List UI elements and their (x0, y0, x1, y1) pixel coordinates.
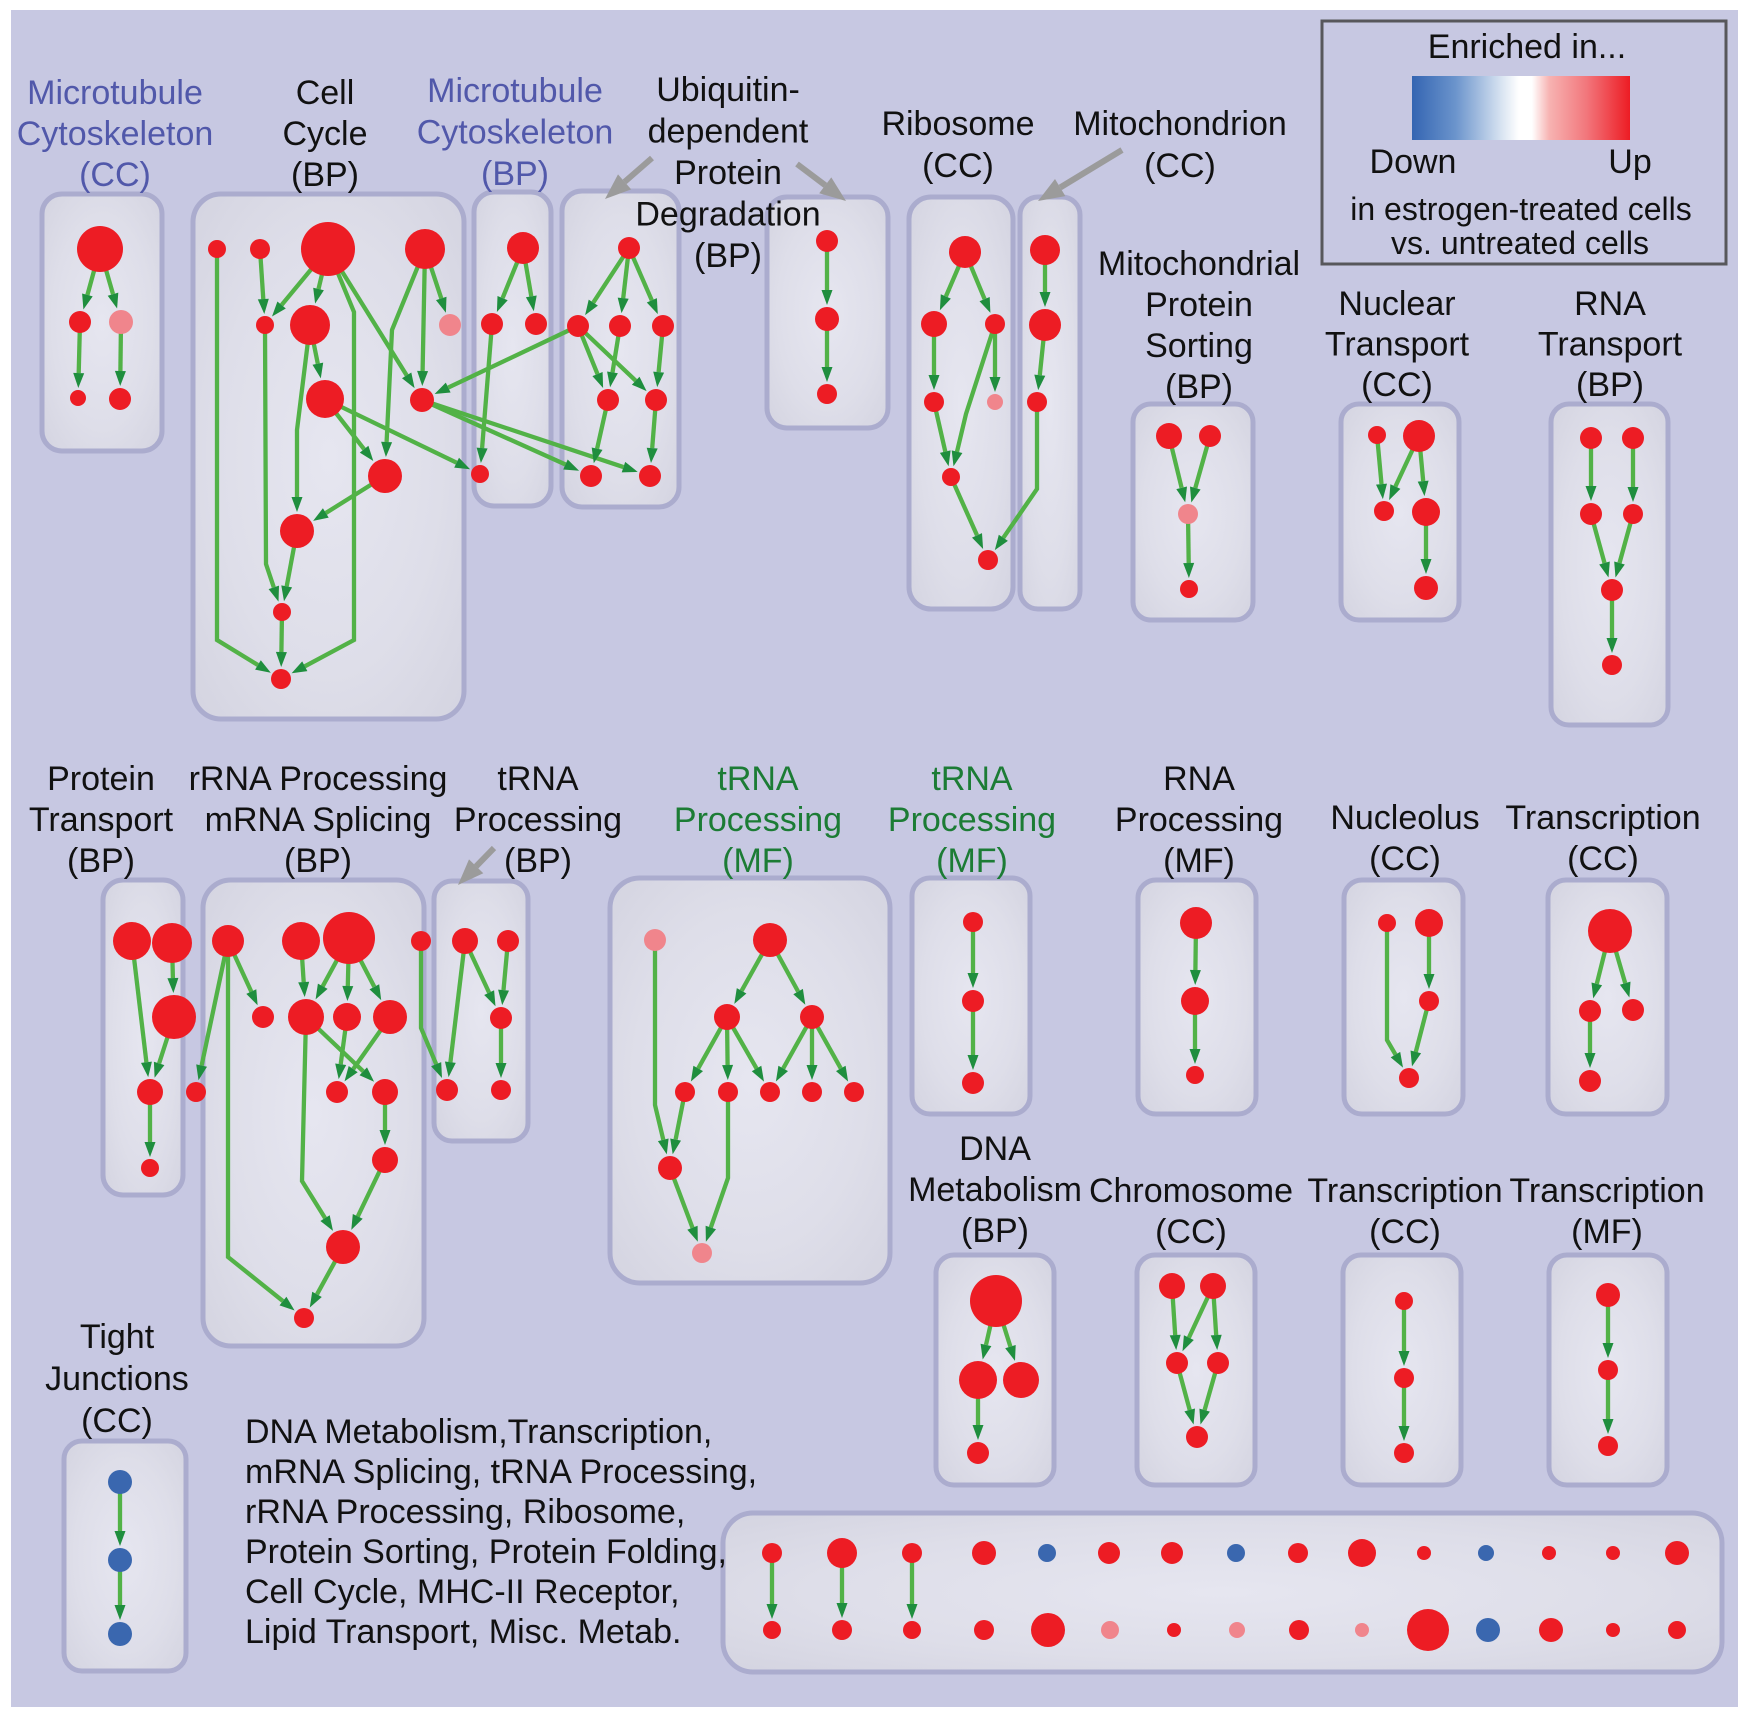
svg-text:Cytoskeleton: Cytoskeleton (417, 114, 614, 152)
svg-text:Degradation: Degradation (635, 196, 820, 234)
svg-text:(BP): (BP) (481, 155, 549, 193)
svg-text:(CC): (CC) (1155, 1213, 1227, 1251)
svg-text:DNA: DNA (959, 1130, 1031, 1168)
svg-text:mRNA Splicing: mRNA Splicing (205, 801, 432, 839)
svg-text:Transcription: Transcription (1505, 799, 1700, 837)
svg-text:Junctions: Junctions (45, 1360, 189, 1398)
svg-text:(BP): (BP) (961, 1212, 1029, 1250)
svg-text:in estrogen-treated cells: in estrogen-treated cells (1350, 191, 1692, 227)
svg-text:rRNA Processing: rRNA Processing (189, 760, 448, 798)
svg-text:Protein: Protein (47, 760, 155, 798)
svg-text:vs. untreated cells: vs. untreated cells (1391, 225, 1649, 261)
svg-text:Microtubule: Microtubule (27, 74, 203, 112)
svg-text:RNA: RNA (1574, 285, 1646, 323)
svg-text:(CC): (CC) (1567, 840, 1639, 878)
svg-text:(MF): (MF) (1571, 1213, 1643, 1251)
svg-text:Metabolism: Metabolism (908, 1171, 1082, 1209)
svg-text:(CC): (CC) (1369, 1213, 1441, 1251)
svg-text:(CC): (CC) (79, 156, 151, 194)
svg-text:(CC): (CC) (1144, 147, 1216, 185)
svg-text:Mitochondrion: Mitochondrion (1073, 105, 1287, 143)
svg-text:(CC): (CC) (1369, 840, 1441, 878)
svg-text:(MF): (MF) (936, 842, 1008, 880)
svg-text:Protein Sorting, Protein Foldi: Protein Sorting, Protein Folding, (245, 1533, 727, 1571)
svg-text:(BP): (BP) (67, 842, 135, 880)
svg-text:(BP): (BP) (694, 237, 762, 275)
svg-text:Protein: Protein (1145, 286, 1253, 324)
svg-text:Transcription: Transcription (1307, 1172, 1502, 1210)
svg-text:Cell: Cell (296, 74, 355, 112)
svg-text:Nucleolus: Nucleolus (1330, 799, 1479, 837)
svg-text:Cell Cycle, MHC-II Receptor,: Cell Cycle, MHC-II Receptor, (245, 1573, 680, 1611)
svg-text:Transcription: Transcription (1509, 1172, 1704, 1210)
svg-text:rRNA Processing, Ribosome,: rRNA Processing, Ribosome, (245, 1493, 685, 1531)
svg-text:(CC): (CC) (81, 1402, 153, 1440)
svg-text:Processing: Processing (1115, 801, 1283, 839)
svg-text:Protein: Protein (674, 154, 782, 192)
svg-text:(MF): (MF) (1163, 842, 1235, 880)
svg-text:mRNA Splicing, tRNA Processing: mRNA Splicing, tRNA Processing, (245, 1453, 757, 1491)
svg-text:dependent: dependent (648, 113, 809, 151)
svg-text:Enriched in...: Enriched in... (1428, 28, 1626, 66)
svg-text:(BP): (BP) (504, 842, 572, 880)
svg-text:Processing: Processing (888, 801, 1056, 839)
svg-text:Ubiquitin-: Ubiquitin- (656, 71, 800, 109)
svg-text:(BP): (BP) (284, 842, 352, 880)
svg-text:Sorting: Sorting (1145, 327, 1253, 365)
svg-text:(CC): (CC) (922, 147, 994, 185)
svg-text:Mitochondrial: Mitochondrial (1098, 245, 1300, 283)
svg-text:(MF): (MF) (722, 842, 794, 880)
svg-text:(BP): (BP) (1165, 368, 1233, 406)
svg-text:Nuclear: Nuclear (1338, 285, 1455, 323)
svg-text:Microtubule: Microtubule (427, 72, 603, 110)
svg-text:Processing: Processing (674, 801, 842, 839)
svg-text:Processing: Processing (454, 801, 622, 839)
svg-text:Transport: Transport (1538, 326, 1683, 364)
svg-text:DNA Metabolism,Transcription,: DNA Metabolism,Transcription, (245, 1413, 712, 1451)
svg-text:(CC): (CC) (1361, 366, 1433, 404)
svg-text:Cycle: Cycle (282, 115, 367, 153)
svg-text:Cytoskeleton: Cytoskeleton (17, 115, 214, 153)
svg-text:tRNA: tRNA (931, 760, 1013, 798)
svg-text:Chromosome: Chromosome (1089, 1172, 1293, 1210)
svg-text:Transport: Transport (29, 801, 174, 839)
svg-text:tRNA: tRNA (717, 760, 799, 798)
svg-text:Ribosome: Ribosome (881, 105, 1034, 143)
svg-text:Up: Up (1608, 143, 1651, 181)
svg-text:RNA: RNA (1163, 760, 1235, 798)
svg-text:Transport: Transport (1325, 326, 1470, 364)
svg-text:tRNA: tRNA (497, 760, 579, 798)
svg-text:(BP): (BP) (291, 156, 359, 194)
svg-text:Lipid Transport, Misc. Metab.: Lipid Transport, Misc. Metab. (245, 1613, 682, 1651)
svg-text:Down: Down (1370, 143, 1457, 181)
svg-text:Tight: Tight (80, 1318, 155, 1356)
svg-text:(BP): (BP) (1576, 366, 1644, 404)
